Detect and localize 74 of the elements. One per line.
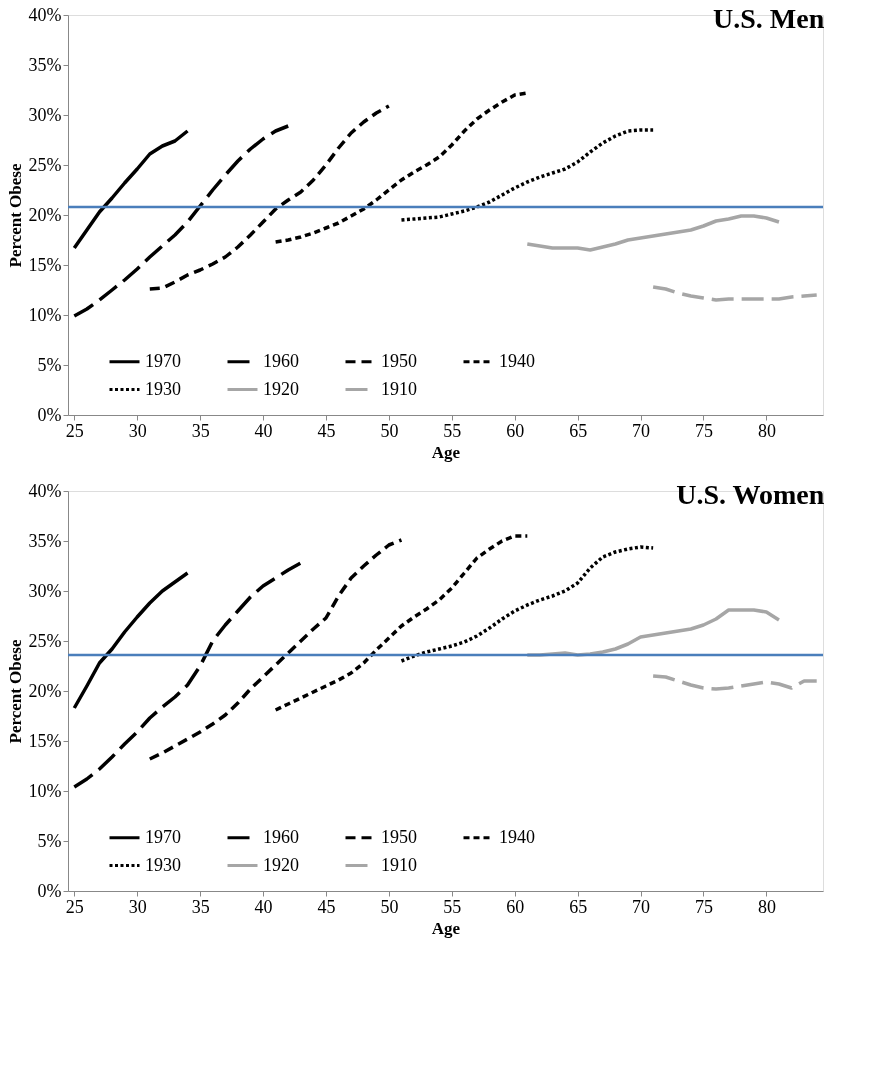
legend-label: 1960 [263,826,299,847]
legend-label: 1930 [145,378,181,399]
x-tick-label: 80 [757,420,776,441]
line-series [525,214,781,252]
x-tick-label: 30 [128,896,147,917]
legend-label: 1950 [381,350,417,371]
y-tick-label: 10% [28,780,62,801]
x-tick-label: 25 [65,896,84,917]
line-series [399,128,655,222]
x-tick-label: 65 [569,896,588,917]
y-tick-label: 15% [28,730,62,751]
line-series [72,124,290,318]
line-series [148,538,404,761]
y-tick-label: 5% [37,830,62,851]
x-axis-title: Age [431,442,461,462]
y-tick-label: 35% [28,54,62,75]
x-tick-label: 75 [694,420,713,441]
y-tick-label: 5% [37,354,62,375]
y-tick-label: 20% [28,680,62,701]
y-tick-label: 10% [28,304,62,325]
line-series [651,285,819,302]
y-tick-label: 0% [37,880,62,901]
legend-label: 1970 [145,826,181,847]
x-tick-label: 75 [694,896,713,917]
x-tick-label: 55 [443,420,462,441]
y-tick-label: 20% [28,204,62,225]
y-axis-title: Percent Obese [5,163,25,268]
x-tick-label: 60 [506,420,525,441]
x-tick-label: 60 [506,896,525,917]
line-series [72,129,190,250]
y-axis-title: Percent Obese [5,639,25,744]
legend-label: 1950 [381,826,417,847]
legend-label: 1970 [145,350,181,371]
line-series [72,571,190,710]
x-tick-label: 30 [128,420,147,441]
y-tick-label: 0% [37,404,62,425]
legend-label: 1960 [263,350,299,371]
x-tick-label: 45 [317,896,336,917]
line-series [651,674,819,691]
x-tick-label: 65 [569,420,588,441]
y-tick-label: 30% [28,104,62,125]
line-series [72,561,303,789]
x-tick-label: 70 [632,420,651,441]
y-tick-label: 25% [28,630,62,651]
x-tick-label: 50 [380,420,399,441]
y-tick-label: 30% [28,580,62,601]
chart-title: U.S. Women [676,479,825,510]
y-tick-label: 40% [28,480,62,501]
y-tick-label: 35% [28,530,62,551]
x-tick-label: 80 [757,896,776,917]
x-tick-label: 45 [317,420,336,441]
legend-label: 1930 [145,854,181,875]
y-tick-label: 40% [28,4,62,25]
legend-label: 1910 [381,378,417,399]
x-tick-label: 70 [632,896,651,917]
legend-label: 1920 [263,378,299,399]
x-tick-label: 50 [380,896,399,917]
x-tick-label: 40 [254,896,273,917]
chart-title: U.S. Men [713,3,825,34]
y-tick-label: 25% [28,154,62,175]
legend-label: 1940 [499,350,535,371]
line-series [399,545,655,663]
y-tick-label: 15% [28,254,62,275]
x-tick-label: 35 [191,896,210,917]
line-series [273,534,530,712]
legend-label: 1940 [499,826,535,847]
legend-label: 1920 [263,854,299,875]
x-tick-label: 25 [65,420,84,441]
x-tick-label: 35 [191,420,210,441]
x-tick-label: 40 [254,420,273,441]
x-axis-title: Age [431,918,461,938]
legend-label: 1910 [381,854,417,875]
x-tick-label: 55 [443,896,462,917]
line-series [148,104,391,291]
